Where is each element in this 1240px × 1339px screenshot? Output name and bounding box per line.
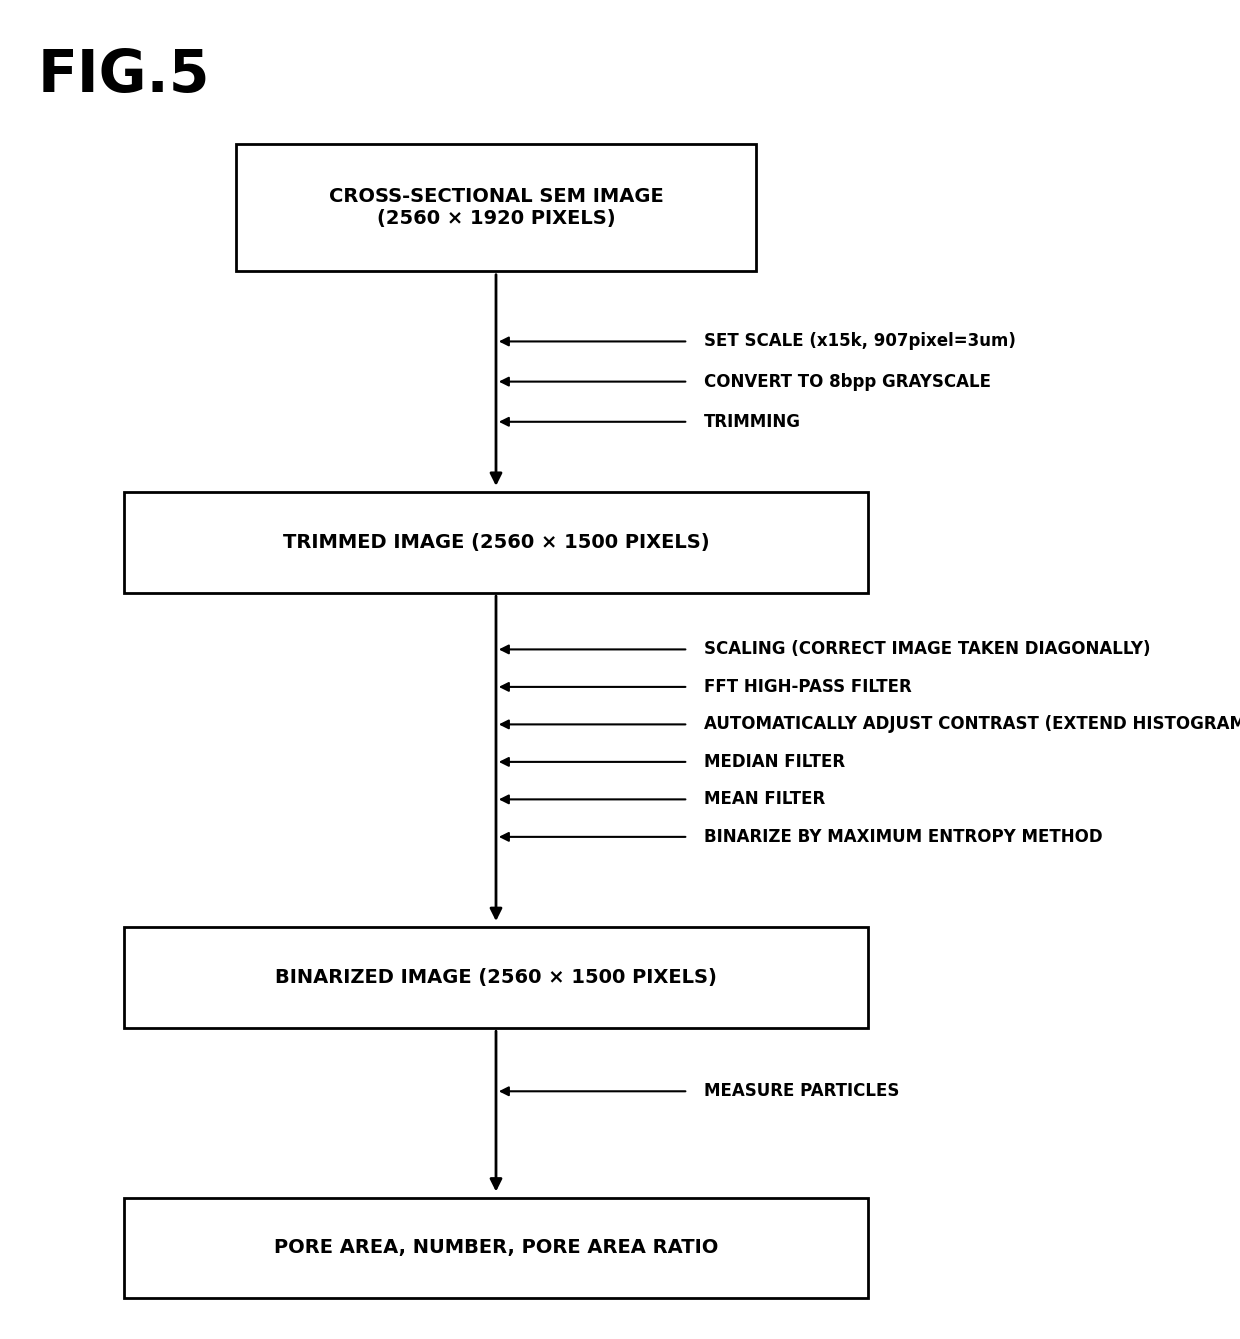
Text: BINARIZED IMAGE (2560 × 1500 PIXELS): BINARIZED IMAGE (2560 × 1500 PIXELS) <box>275 968 717 987</box>
FancyBboxPatch shape <box>124 493 868 592</box>
Text: MEASURE PARTICLES: MEASURE PARTICLES <box>704 1082 900 1101</box>
Text: FFT HIGH-PASS FILTER: FFT HIGH-PASS FILTER <box>704 678 913 696</box>
Text: CONVERT TO 8bpp GRAYSCALE: CONVERT TO 8bpp GRAYSCALE <box>704 372 991 391</box>
Text: CROSS-SECTIONAL SEM IMAGE
(2560 × 1920 PIXELS): CROSS-SECTIONAL SEM IMAGE (2560 × 1920 P… <box>329 187 663 228</box>
Text: BINARIZE BY MAXIMUM ENTROPY METHOD: BINARIZE BY MAXIMUM ENTROPY METHOD <box>704 828 1102 846</box>
Text: PORE AREA, NUMBER, PORE AREA RATIO: PORE AREA, NUMBER, PORE AREA RATIO <box>274 1239 718 1257</box>
FancyBboxPatch shape <box>236 145 756 270</box>
Text: MEDIAN FILTER: MEDIAN FILTER <box>704 753 846 771</box>
Text: AUTOMATICALLY ADJUST CONTRAST (EXTEND HISTOGRAM): AUTOMATICALLY ADJUST CONTRAST (EXTEND HI… <box>704 715 1240 734</box>
Text: SCALING (CORRECT IMAGE TAKEN DIAGONALLY): SCALING (CORRECT IMAGE TAKEN DIAGONALLY) <box>704 640 1151 659</box>
Text: MEAN FILTER: MEAN FILTER <box>704 790 826 809</box>
FancyBboxPatch shape <box>124 927 868 1028</box>
FancyBboxPatch shape <box>124 1197 868 1299</box>
Text: TRIMMING: TRIMMING <box>704 412 801 431</box>
Text: SET SCALE (x15k, 907pixel=3um): SET SCALE (x15k, 907pixel=3um) <box>704 332 1017 351</box>
Text: FIG.5: FIG.5 <box>37 47 210 104</box>
Text: TRIMMED IMAGE (2560 × 1500 PIXELS): TRIMMED IMAGE (2560 × 1500 PIXELS) <box>283 533 709 552</box>
